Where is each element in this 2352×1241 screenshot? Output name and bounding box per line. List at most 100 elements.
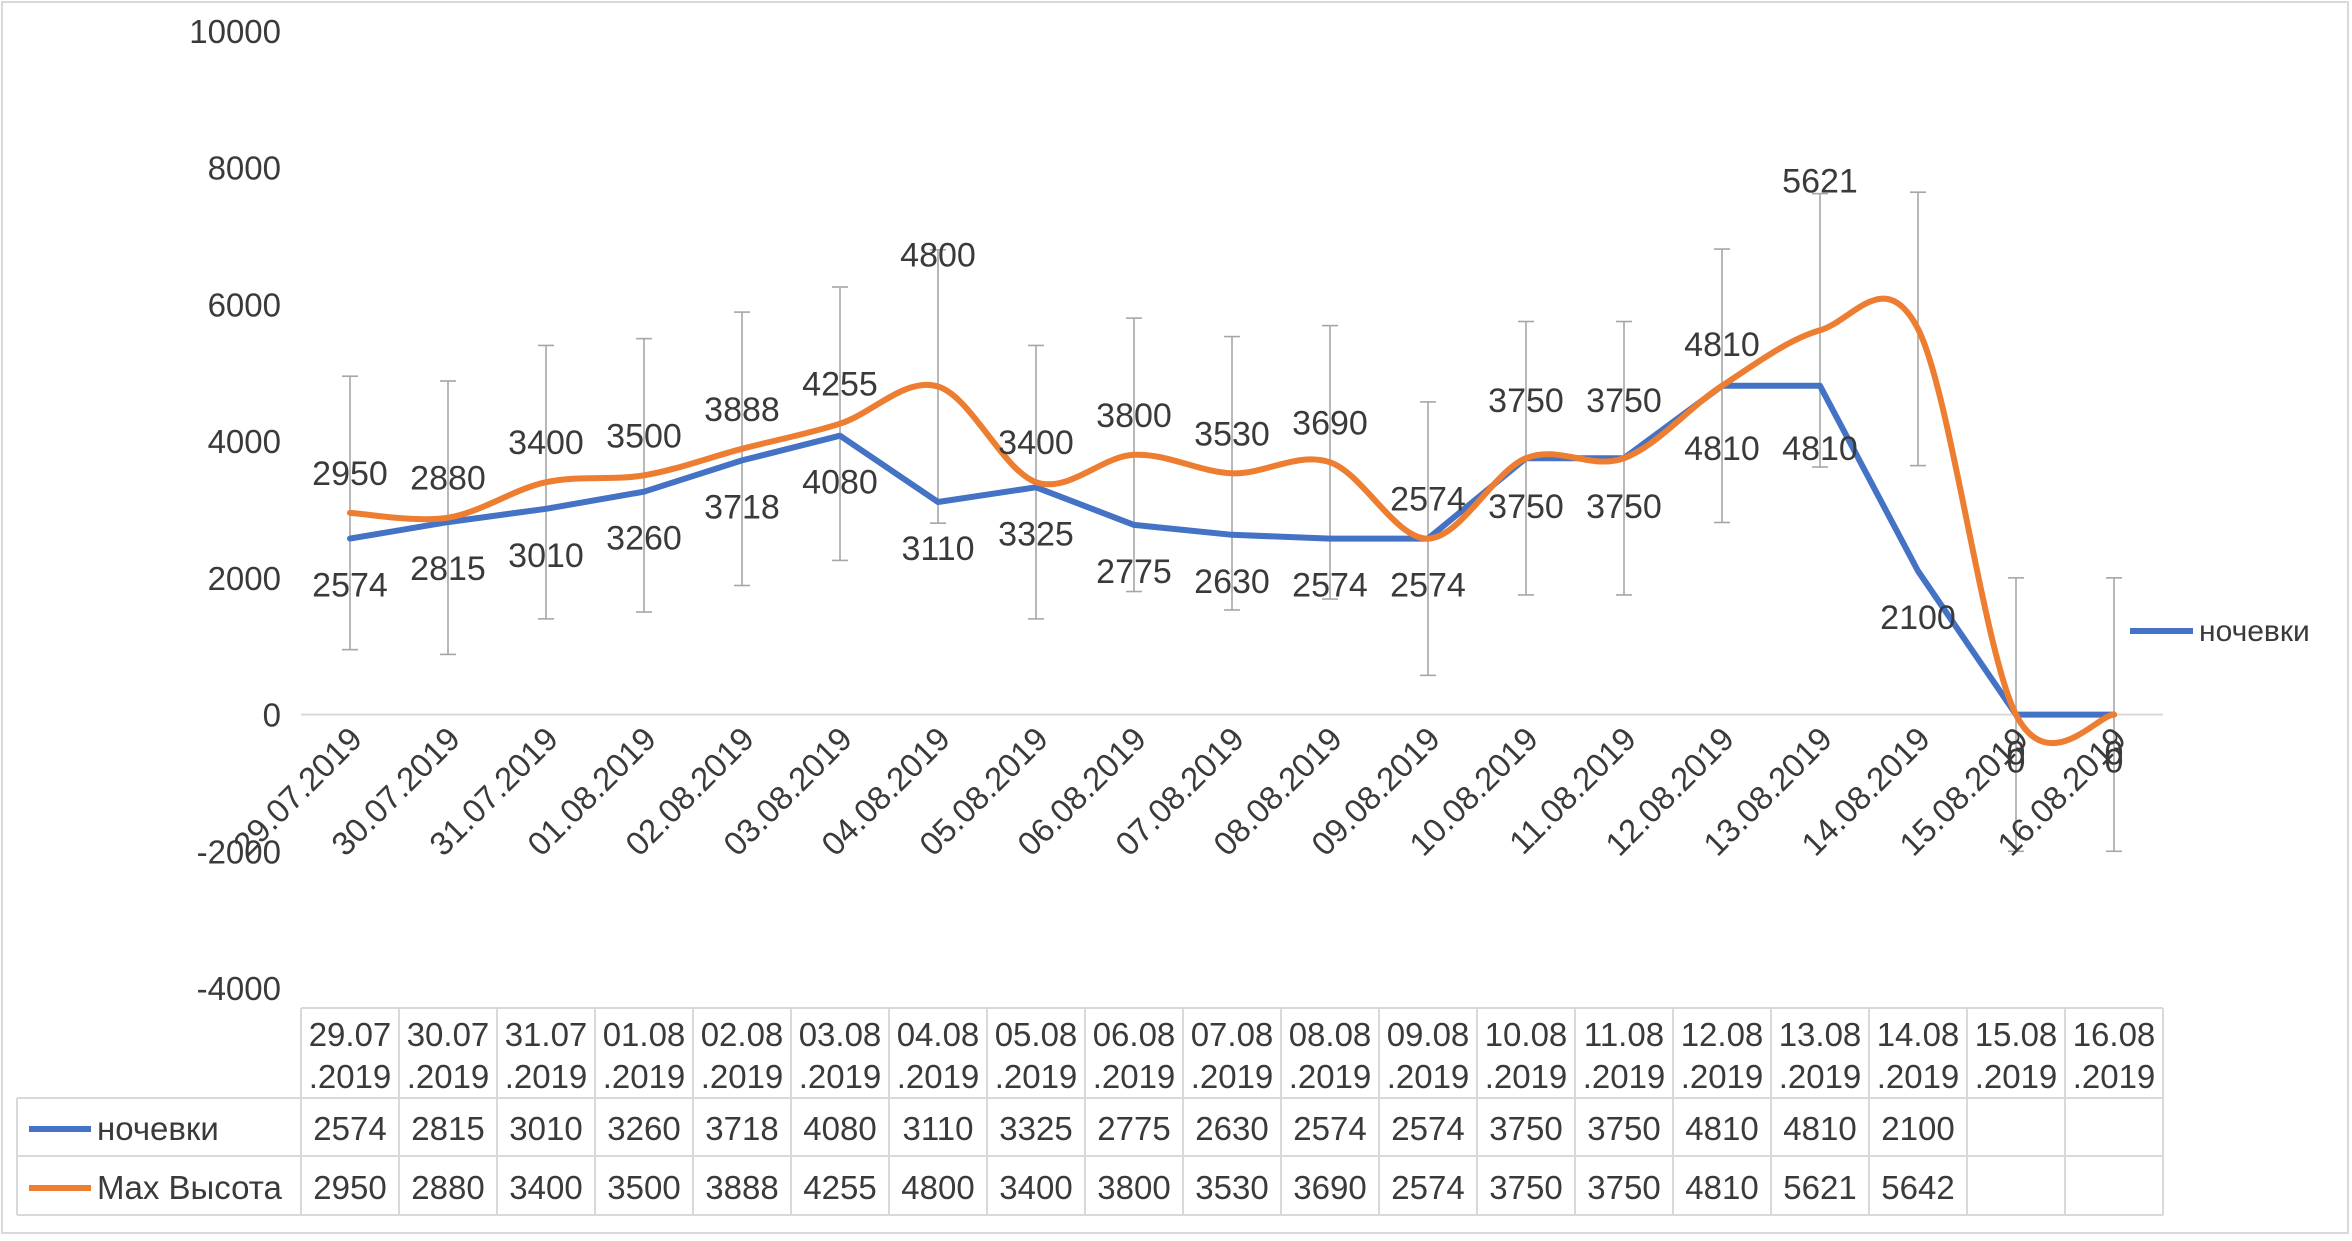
table-row-label: ночевки: [97, 1110, 219, 1147]
table-header-cell: 02.08: [701, 1016, 784, 1053]
data-label-nochevki: 2775: [1096, 553, 1172, 591]
table-cell: 4080: [803, 1110, 876, 1147]
data-label-max-vysota: 2950: [312, 455, 388, 493]
y-tick-label: 6000: [208, 286, 281, 323]
y-tick-label: 8000: [208, 150, 281, 187]
table-cell: 3888: [705, 1169, 778, 1206]
table-cell: 3750: [1587, 1110, 1660, 1147]
y-axis: -4000 -2000 0 2000 4000 6000 8000 10000: [189, 13, 281, 1007]
data-label-max-vysota: 0: [2007, 743, 2026, 781]
line-chart: -4000 -2000 0 2000 4000 6000 8000 10000 2574 281…: [16, 13, 2310, 1216]
data-label-max-vysota: 4255: [802, 366, 878, 404]
table-header-cell: .2019: [1191, 1058, 1274, 1095]
table-cell: 4810: [1783, 1110, 1856, 1147]
data-label-nochevki: 2574: [1292, 567, 1368, 605]
table-header-cell: .2019: [1485, 1058, 1568, 1095]
table-cell: 4255: [803, 1169, 876, 1206]
table-cell: 3718: [705, 1110, 778, 1147]
table-cell: 3690: [1293, 1169, 1366, 1206]
table-header-cell: .2019: [1289, 1058, 1372, 1095]
table-cell: 2574: [1293, 1110, 1366, 1147]
table-cell: 3750: [1587, 1169, 1660, 1206]
data-label-nochevki: 2630: [1194, 563, 1270, 601]
data-label-nochevki: 2574: [312, 567, 388, 605]
table-header-cell: .2019: [505, 1058, 588, 1095]
table-cell: 2880: [411, 1169, 484, 1206]
data-label-nochevki: 0: [2007, 735, 2026, 773]
series-line-max-vysota: [347, 295, 2117, 747]
table-cell: 2574: [313, 1110, 386, 1147]
data-label-nochevki: 4810: [1684, 430, 1760, 468]
y-tick-label: -4000: [197, 970, 281, 1007]
data-label-max-vysota: 3400: [998, 424, 1074, 462]
table-header-cell: 07.08: [1191, 1016, 1274, 1053]
data-label-nochevki: 2100: [1880, 599, 1956, 637]
table-cell: 4810: [1685, 1110, 1758, 1147]
data-label-max-vysota: 3888: [704, 391, 780, 429]
table-cell: 3500: [607, 1169, 680, 1206]
table-header-cell: 12.08: [1681, 1016, 1764, 1053]
data-label-nochevki: 0: [2105, 735, 2124, 773]
table-header-cell: 15.08: [1975, 1016, 2058, 1053]
table-cell: 3800: [1097, 1169, 1170, 1206]
table-header-cell: 03.08: [799, 1016, 882, 1053]
table-header-cell: .2019: [1975, 1058, 2058, 1095]
x-tick-labels: 29.07.201930.07.201931.07.201901.08.2019…: [226, 720, 2133, 863]
data-label-nochevki: 3110: [901, 530, 974, 568]
table-cell: 2775: [1097, 1110, 1170, 1147]
data-label-max-vysota: 3750: [1586, 382, 1662, 420]
data-label-nochevki: 3260: [606, 520, 682, 558]
y-tick-label: 4000: [208, 423, 281, 460]
y-tick-label: -2000: [197, 833, 281, 870]
table-cell: 3750: [1489, 1110, 1562, 1147]
table-header-cell: 06.08: [1093, 1016, 1176, 1053]
table-cell: 3400: [999, 1169, 1072, 1206]
data-label-max-vysota: 3500: [606, 417, 682, 455]
data-label-max-vysota: 2574: [1390, 481, 1466, 519]
data-label-nochevki: 3010: [508, 537, 584, 575]
table-header-cell: 29.07: [309, 1016, 392, 1053]
data-label-nochevki: 2815: [410, 550, 486, 588]
data-label-nochevki: 3750: [1586, 488, 1662, 526]
table-cell: 3110: [903, 1110, 974, 1147]
data-label-max-vysota: 3690: [1292, 404, 1368, 442]
table-header-cell: .2019: [1779, 1058, 1862, 1095]
data-table: 29.07 .2019 30.07 .2019 31.07 .2019 01.08 .2019…: [16, 1007, 2164, 1216]
table-cell: 2630: [1195, 1110, 1268, 1147]
table-header-cell: .2019: [309, 1058, 392, 1095]
table-header-cell: .2019: [1877, 1058, 1960, 1095]
table-cell: 5642: [1881, 1169, 1954, 1206]
legend: ночевки: [2130, 615, 2310, 648]
table-header-cell: 04.08: [897, 1016, 980, 1053]
table-header-cell: 10.08: [1485, 1016, 1568, 1053]
table-cell: 3325: [999, 1110, 1072, 1147]
table-cell: 3010: [509, 1110, 582, 1147]
data-label-max-vysota: 3750: [1488, 382, 1564, 420]
data-label-nochevki: 4080: [802, 464, 878, 502]
table-cell: 5621: [1783, 1169, 1856, 1206]
table-header-cell: .2019: [603, 1058, 686, 1095]
table-header-cell: 05.08: [995, 1016, 1078, 1053]
table-cell: 3750: [1489, 1169, 1562, 1206]
table-cell: 2950: [313, 1169, 386, 1206]
y-tick-label: 0: [263, 697, 281, 734]
data-label-max-vysota: 3400: [508, 424, 584, 462]
data-label-nochevki: 4810: [1782, 430, 1858, 468]
table-cell: 4800: [901, 1169, 974, 1206]
table-header-cell: .2019: [407, 1058, 490, 1095]
data-label-max-vysota: 0: [2105, 743, 2124, 781]
data-label-max-vysota: 3800: [1096, 397, 1172, 435]
data-label-max-vysota: 3530: [1194, 415, 1270, 453]
y-tick-label: 10000: [189, 13, 281, 50]
table-header-cell: .2019: [701, 1058, 784, 1095]
table-header-cell: .2019: [1681, 1058, 1764, 1095]
table-header-cell: .2019: [1387, 1058, 1470, 1095]
table-header-cell: 14.08: [1877, 1016, 1960, 1053]
table-header-cell: 13.08: [1779, 1016, 1862, 1053]
table-header-cell: 30.07: [407, 1016, 490, 1053]
data-label-max-vysota: 4810: [1684, 326, 1760, 364]
table-header-cell: 08.08: [1289, 1016, 1372, 1053]
data-label-nochevki: 3718: [704, 488, 780, 526]
table-header-cell: .2019: [1093, 1058, 1176, 1095]
